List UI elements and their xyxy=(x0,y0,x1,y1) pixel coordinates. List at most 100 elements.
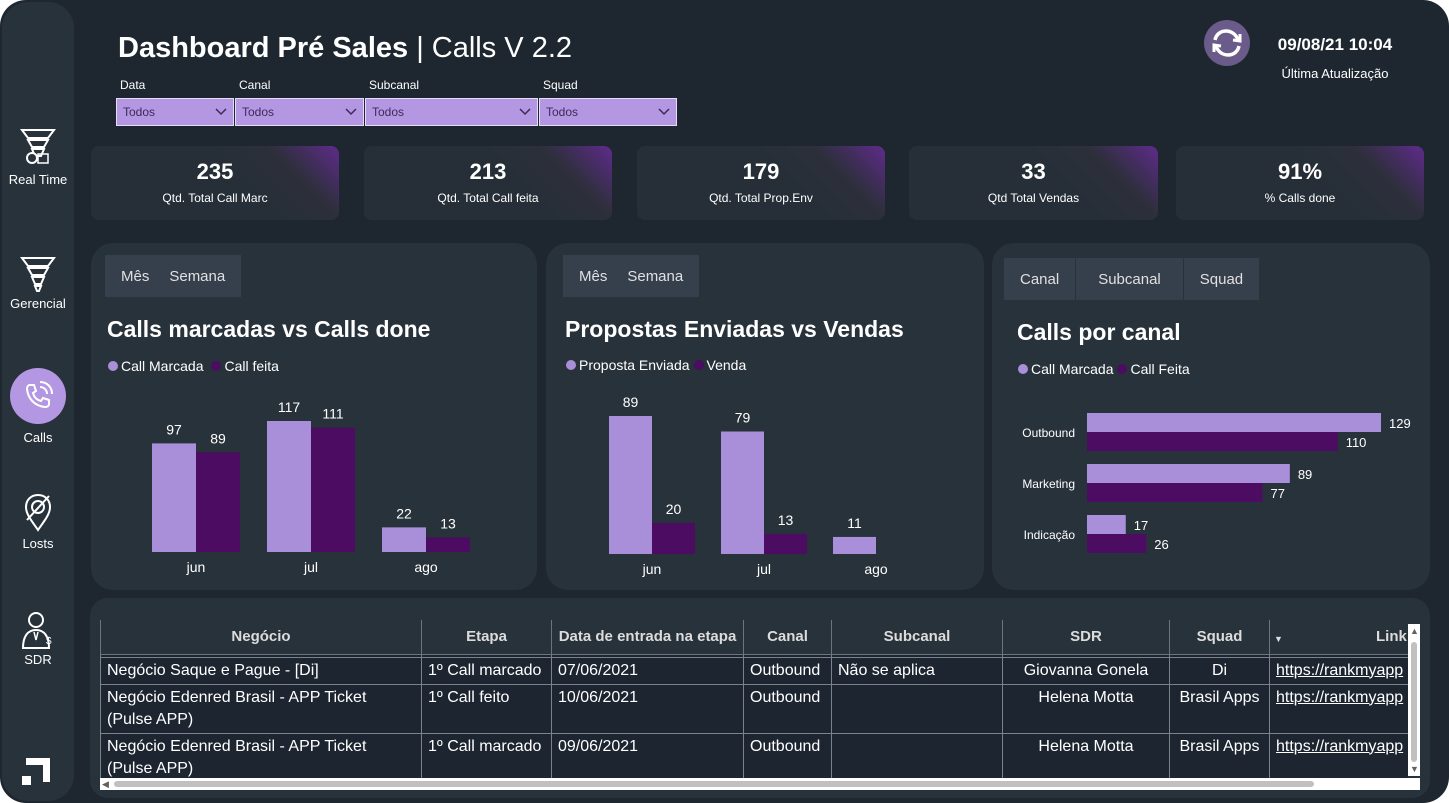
kpi-card-propostas: 179 Qtd. Total Prop.Env xyxy=(637,146,885,220)
refresh-button[interactable] xyxy=(1204,20,1250,66)
cell-negocio: Negócio Saque e Pague - [Di] xyxy=(100,656,422,685)
filter-label: Squad xyxy=(543,78,578,92)
filter-canal-dropdown[interactable]: Todos xyxy=(235,98,364,126)
column-header[interactable]: Canal xyxy=(743,620,832,655)
legend-item[interactable]: Venda xyxy=(693,357,746,373)
horizontal-scrollbar[interactable]: ◀ xyxy=(100,778,1420,790)
scroll-down-icon[interactable]: ▼ xyxy=(1410,764,1419,774)
data-label: 13 xyxy=(778,512,794,528)
data-label: 26 xyxy=(1154,537,1168,552)
kpi-card-calls-done: 91% % Calls done xyxy=(1176,146,1424,220)
legend-label: Call Marcada xyxy=(1031,361,1114,377)
column-header[interactable]: SDR xyxy=(1002,620,1170,655)
column-header[interactable]: Data de entrada na etapa xyxy=(551,620,744,655)
data-label: 110 xyxy=(1346,435,1367,450)
filter-subcanal-dropdown[interactable]: Todos xyxy=(365,98,538,126)
data-label: 77 xyxy=(1270,486,1284,501)
filter-data: Data Todos xyxy=(116,78,234,126)
cell-squad: Brasil Apps xyxy=(1169,683,1270,734)
cell-canal: Outbound xyxy=(743,683,832,734)
column-header[interactable]: Negócio xyxy=(100,620,422,655)
calls-period-tabs: Mês Semana xyxy=(105,255,242,297)
filter-label: Canal xyxy=(239,78,271,92)
scrollbar-thumb[interactable] xyxy=(114,781,1314,787)
cell-etapa: 1º Call marcado xyxy=(421,656,552,685)
table-row[interactable]: Negócio Edenred Brasil - APP Ticket (Pul… xyxy=(100,683,1408,734)
business-table: Negócio Etapa Data de entrada na etapa C… xyxy=(100,620,1408,778)
kpi-label: Qtd. Total Call feita xyxy=(437,191,539,205)
cell-link[interactable]: https://rankmyapp xyxy=(1269,732,1408,778)
data-label: 79 xyxy=(735,410,751,426)
filter-data-dropdown[interactable]: Todos xyxy=(116,98,234,126)
tab-mes[interactable]: Mês xyxy=(121,267,150,285)
sidebar-item-sdr[interactable]: $ SDR xyxy=(2,610,74,667)
filter-canal: Canal Todos xyxy=(235,78,364,126)
sidebar: Real Time Gerencial Calls Losts xyxy=(2,2,74,801)
chevron-down-icon xyxy=(658,108,670,116)
chevron-down-icon xyxy=(519,108,531,116)
legend-item[interactable]: Call Feita xyxy=(1117,361,1190,377)
column-header[interactable]: ▼ Link xyxy=(1269,620,1408,655)
cell-subcanal: Não se aplica xyxy=(831,656,1003,685)
active-indicator xyxy=(10,368,66,424)
tab-subcanal[interactable]: Subcanal xyxy=(1076,258,1184,300)
tab-semana[interactable]: Semana xyxy=(169,267,226,285)
scroll-left-icon[interactable]: ◀ xyxy=(102,779,109,789)
kpi-label: Qtd. Total Prop.Env xyxy=(709,191,813,205)
tab-canal[interactable]: Canal xyxy=(1004,258,1077,300)
cell-sdr: Helena Motta xyxy=(1002,683,1170,734)
table-row[interactable]: Negócio Saque e Pague - [Di] 1º Call mar… xyxy=(100,656,1408,685)
vertical-scrollbar[interactable]: ▲ ▼ xyxy=(1408,624,1420,776)
bar xyxy=(311,427,355,552)
cell-subcanal xyxy=(831,732,1003,778)
chart-title: Calls marcadas vs Calls done xyxy=(107,316,431,342)
sidebar-item-gerencial[interactable]: Gerencial xyxy=(2,254,74,311)
sort-desc-icon: ▼ xyxy=(1274,634,1283,644)
legend-item[interactable]: Call feita xyxy=(211,358,279,374)
sidebar-item-losts[interactable]: Losts xyxy=(2,492,74,551)
cell-link[interactable]: https://rankmyapp xyxy=(1269,683,1408,734)
tab-mes[interactable]: Mês xyxy=(579,267,608,285)
legend-swatch xyxy=(108,361,118,371)
tick-label: ago xyxy=(414,559,438,575)
table-row[interactable]: Negócio Edenred Brasil - APP Ticket (Pul… xyxy=(100,732,1408,778)
tick-label: jun xyxy=(186,559,206,575)
chart-legend: Call Marcada Call Feita xyxy=(1018,361,1190,377)
cell-link[interactable]: https://rankmyapp xyxy=(1269,656,1408,685)
legend-label: Call Feita xyxy=(1130,361,1190,377)
scrollbar-thumb[interactable] xyxy=(1411,642,1417,762)
column-header[interactable]: Subcanal xyxy=(831,620,1003,655)
filter-value: Todos xyxy=(242,105,275,119)
legend-item[interactable]: Call Marcada xyxy=(1018,361,1113,377)
svg-text:$: $ xyxy=(46,636,52,647)
column-header[interactable]: Squad xyxy=(1169,620,1270,655)
tab-squad[interactable]: Squad xyxy=(1199,270,1244,288)
legend-item[interactable]: Proposta Enviada xyxy=(566,357,690,373)
chevron-down-icon xyxy=(345,108,357,116)
phone-ringing-icon xyxy=(25,381,53,409)
tab-semana[interactable]: Semana xyxy=(627,267,684,285)
bar xyxy=(1087,413,1381,432)
salesperson-icon: $ xyxy=(21,612,52,649)
kpi-value: 91% xyxy=(1277,159,1323,184)
bar xyxy=(833,536,876,554)
scroll-up-icon[interactable]: ▲ xyxy=(1410,626,1419,636)
bar xyxy=(426,537,470,552)
sidebar-item-label: Gerencial xyxy=(10,296,66,311)
column-header[interactable]: Etapa xyxy=(421,620,552,655)
filter-squad: Squad Todos xyxy=(539,78,677,126)
page-title-version: | Calls V 2.2 xyxy=(408,32,573,64)
cell-canal: Outbound xyxy=(743,656,832,685)
legend-item[interactable]: Call Marcada xyxy=(108,358,203,374)
tick-label: ago xyxy=(864,561,888,577)
sidebar-item-calls[interactable]: Calls xyxy=(2,368,74,445)
kpi-label: % Calls done xyxy=(1264,191,1336,205)
cell-squad: Di xyxy=(1169,656,1270,685)
funnel-icon xyxy=(20,257,56,292)
sidebar-item-label: Losts xyxy=(22,536,54,551)
bar xyxy=(652,522,695,554)
filter-squad-dropdown[interactable]: Todos xyxy=(539,98,677,126)
legend-label: Proposta Enviada xyxy=(579,357,690,373)
sidebar-item-real-time[interactable]: Real Time xyxy=(2,126,74,187)
sidebar-item-label: Real Time xyxy=(8,172,68,187)
